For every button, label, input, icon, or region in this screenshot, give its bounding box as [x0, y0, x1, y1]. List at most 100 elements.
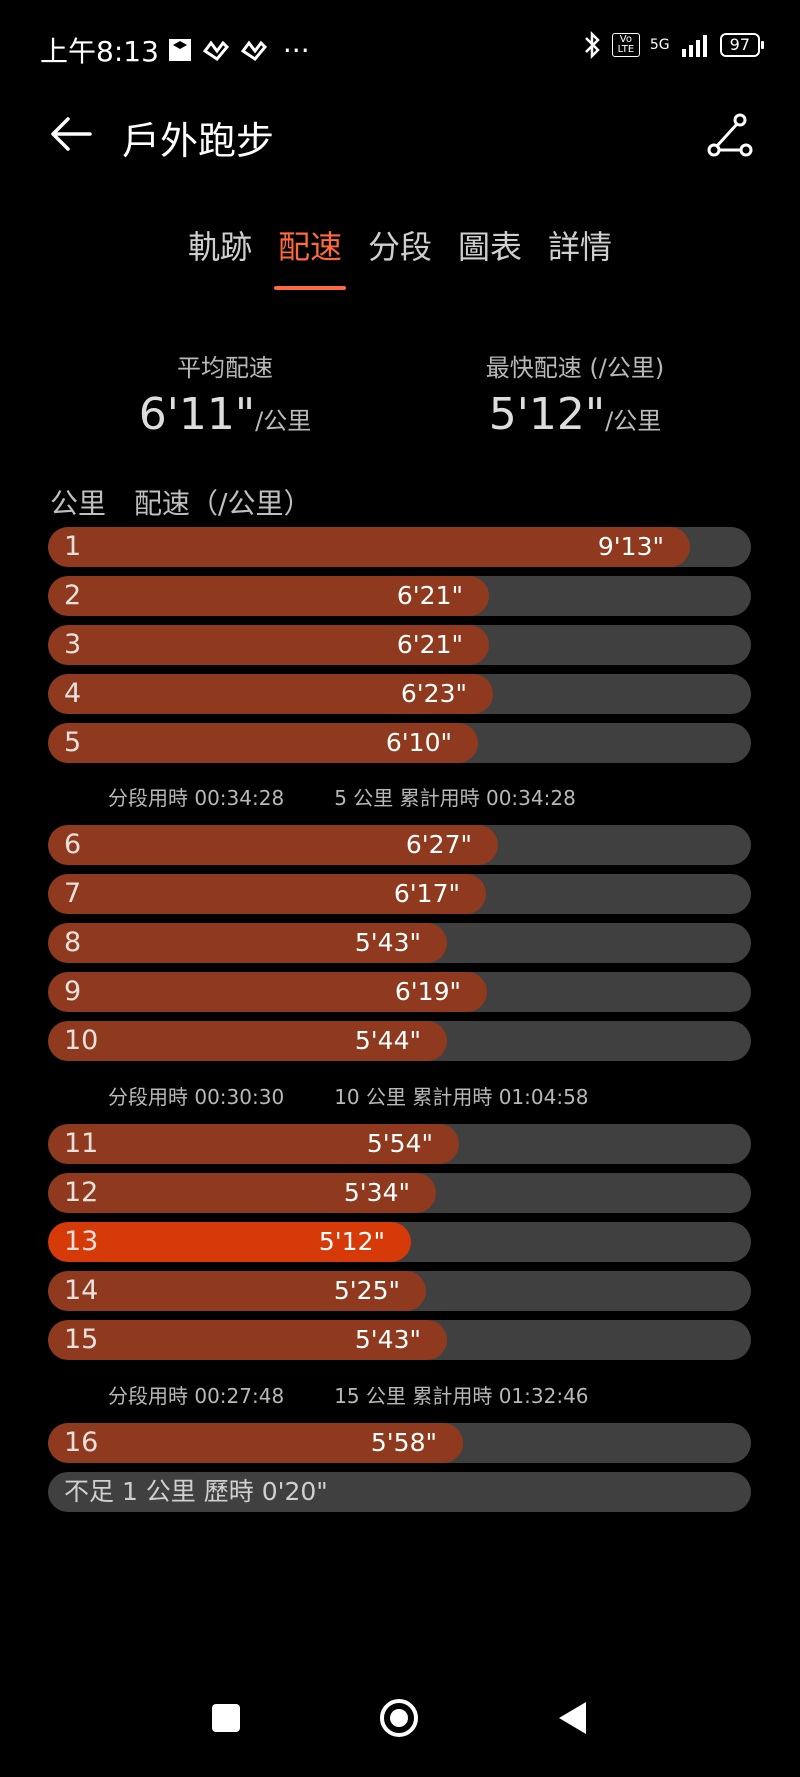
lap-row: 2 6'21": [48, 576, 751, 616]
split-summary-1: 分段用時 00:34:28 5 公里 累計用時 00:34:28: [108, 782, 576, 811]
back-arrow-icon: [51, 117, 92, 151]
lap-row: 15 5'43": [48, 1320, 751, 1360]
lap-km: 6: [64, 829, 82, 860]
status-bar: 上午8:13 ··· Vo LTE 5G 97: [0, 0, 800, 96]
lap-pace: 5'25": [333, 1276, 400, 1305]
average-pace-label: 平均配速: [177, 354, 273, 382]
lap-km: 8: [64, 927, 82, 958]
status-right: Vo LTE 5G 97: [582, 30, 765, 60]
split-cumulative: 15 公里 累計用時 01:32:46: [334, 1384, 589, 1408]
back-button[interactable]: [46, 112, 100, 156]
lap-bar-fill: [48, 972, 487, 1012]
lap-group-2: 6 6'27" 7 6'17" 8 5'43" 9 6'19" 10 5'44": [48, 825, 751, 1070]
remainder-row: 不足 1 公里 歷時 0'20": [48, 1472, 751, 1512]
lap-pace: 5'34": [343, 1178, 410, 1207]
km-column-header: 公里: [50, 487, 107, 520]
lap-pace: 6'10": [385, 728, 452, 757]
lap-km: 11: [64, 1128, 99, 1159]
home-button[interactable]: [378, 1697, 420, 1743]
lap-km: 5: [64, 727, 82, 758]
lap-km: 3: [64, 629, 82, 660]
lap-row: 16 5'58": [48, 1423, 751, 1463]
system-nav-bar: [0, 1687, 800, 1777]
lap-pace: 6'17": [393, 879, 460, 908]
lap-km: 1: [64, 531, 82, 562]
fastest-pace-value-line: 5'12"/公里: [470, 389, 680, 440]
lap-km: 15: [64, 1324, 99, 1355]
lap-bar-fill: [48, 1222, 411, 1262]
lap-km: 2: [64, 580, 82, 611]
lap-km: 12: [64, 1177, 99, 1208]
share-icon: [707, 113, 753, 157]
recents-button[interactable]: [210, 1702, 242, 1738]
app-header: 戶外跑步: [0, 96, 800, 172]
lap-bar-fill: [48, 874, 486, 914]
tab-charts[interactable]: 圖表: [458, 228, 523, 266]
pace-list-header: 公里 配速（/公里）: [50, 482, 311, 522]
status-time: 上午8:13: [40, 35, 159, 68]
lap-pace: 6'19": [394, 977, 461, 1006]
signal-icon: [681, 35, 707, 57]
tab-details[interactable]: 詳情: [548, 228, 613, 266]
lap-pace: 6'23": [400, 679, 467, 708]
app-notification-icon: [168, 39, 191, 61]
lap-km: 4: [64, 678, 82, 709]
fastest-pace-label: 最快配速 (/公里): [485, 354, 665, 382]
page-title: 戶外跑步: [122, 119, 275, 163]
lap-group-4: 16 5'58" 不足 1 公里 歷時 0'20": [48, 1423, 751, 1521]
lap-pace: 5'43": [354, 928, 421, 957]
bluetooth-icon: [584, 30, 600, 60]
pace-column-header: 配速（/公里）: [134, 487, 312, 520]
lap-km: 16: [64, 1427, 99, 1458]
split-summary-3: 分段用時 00:27:48 15 公里 累計用時 01:32:46: [108, 1380, 589, 1409]
fastest-pace-value: 5'12": [488, 389, 606, 440]
health-app-icon-2: [240, 40, 267, 61]
split-cumulative: 10 公里 累計用時 01:04:58: [334, 1085, 589, 1109]
split-duration: 分段用時 00:27:48: [108, 1384, 285, 1408]
network-type: 5G: [649, 37, 670, 53]
lap-row: 4 6'23": [48, 674, 751, 714]
triangle-icon: [559, 1702, 586, 1734]
tab-pace[interactable]: 配速: [273, 222, 346, 290]
tab-track[interactable]: 軌跡: [187, 228, 252, 266]
lap-row: 11 5'54": [48, 1124, 751, 1164]
lap-bar-fill: [48, 1021, 447, 1061]
lap-pace: 6'21": [396, 581, 463, 610]
average-pace: 平均配速 6'11"/公里: [130, 348, 320, 440]
lap-bar-fill: [48, 923, 447, 963]
lap-km: 10: [64, 1025, 99, 1056]
lap-bar-fill: [48, 1320, 447, 1360]
lap-pace: 5'43": [354, 1325, 421, 1354]
share-button[interactable]: [704, 110, 756, 162]
lap-bar-fill: [48, 723, 478, 763]
lap-group-1: 1 9'13" 2 6'21" 3 6'21" 4 6'23" 5 6'10": [48, 527, 751, 772]
lap-bar-fill: [48, 1173, 436, 1213]
lap-row: 5 6'10": [48, 723, 751, 763]
remainder-text: 不足 1 公里 歷時 0'20": [64, 1477, 328, 1506]
lap-bar-fill: [48, 625, 489, 665]
lap-bar-fill: [48, 674, 493, 714]
lap-km: 7: [64, 878, 82, 909]
lap-row: 10 5'44": [48, 1021, 751, 1061]
status-left: 上午8:13 ···: [40, 30, 310, 70]
lap-row: 1 9'13": [48, 527, 751, 567]
lap-km: 13: [64, 1226, 99, 1257]
back-nav-button[interactable]: [556, 1699, 590, 1741]
lap-row: 7 6'17": [48, 874, 751, 914]
lap-pace: 6'21": [396, 630, 463, 659]
lap-bar-fill: [48, 825, 498, 865]
volte-icon: Vo LTE: [611, 33, 640, 57]
average-pace-value: 6'11": [138, 389, 256, 440]
split-summary-2: 分段用時 00:30:30 10 公里 累計用時 01:04:58: [108, 1081, 589, 1110]
lap-bar-fill: [48, 1271, 426, 1311]
average-pace-unit: /公里: [255, 407, 312, 435]
lap-km: 14: [64, 1275, 99, 1306]
split-duration: 分段用時 00:34:28: [108, 786, 285, 810]
lap-pace: 5'58": [370, 1428, 437, 1457]
pace-summary: 平均配速 6'11"/公里 最快配速 (/公里) 5'12"/公里: [0, 348, 800, 448]
tab-segments[interactable]: 分段: [367, 228, 432, 266]
lap-pace: 5'54": [366, 1129, 433, 1158]
health-app-icon: [202, 40, 229, 61]
lap-bar-fill: [48, 1124, 459, 1164]
lap-pace: 9'13": [597, 532, 664, 561]
